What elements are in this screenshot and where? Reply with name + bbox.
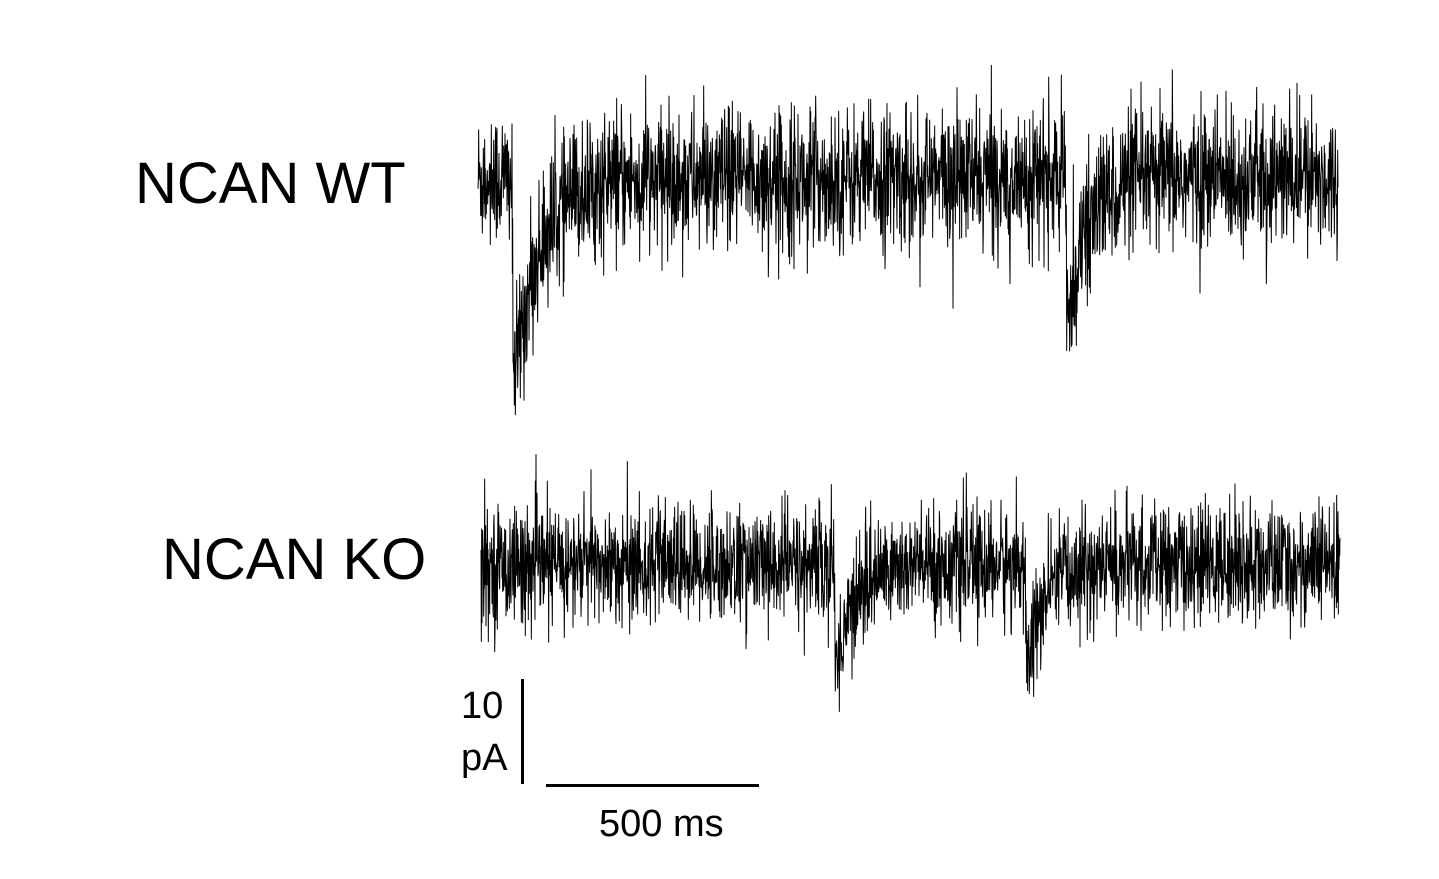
scale-bar-time	[546, 784, 759, 787]
series-label-wt: NCAN WT	[135, 151, 406, 216]
trace-ncan-wt	[477, 64, 1339, 416]
scale-bar-current-unit: pA	[461, 737, 508, 779]
scale-bar-current	[521, 679, 524, 784]
scale-bar-current-value: 10	[461, 685, 504, 727]
trace-ncan-ko	[480, 454, 1341, 713]
series-label-ko: NCAN KO	[162, 527, 427, 592]
scale-bar-time-label: 500 ms	[599, 803, 724, 845]
